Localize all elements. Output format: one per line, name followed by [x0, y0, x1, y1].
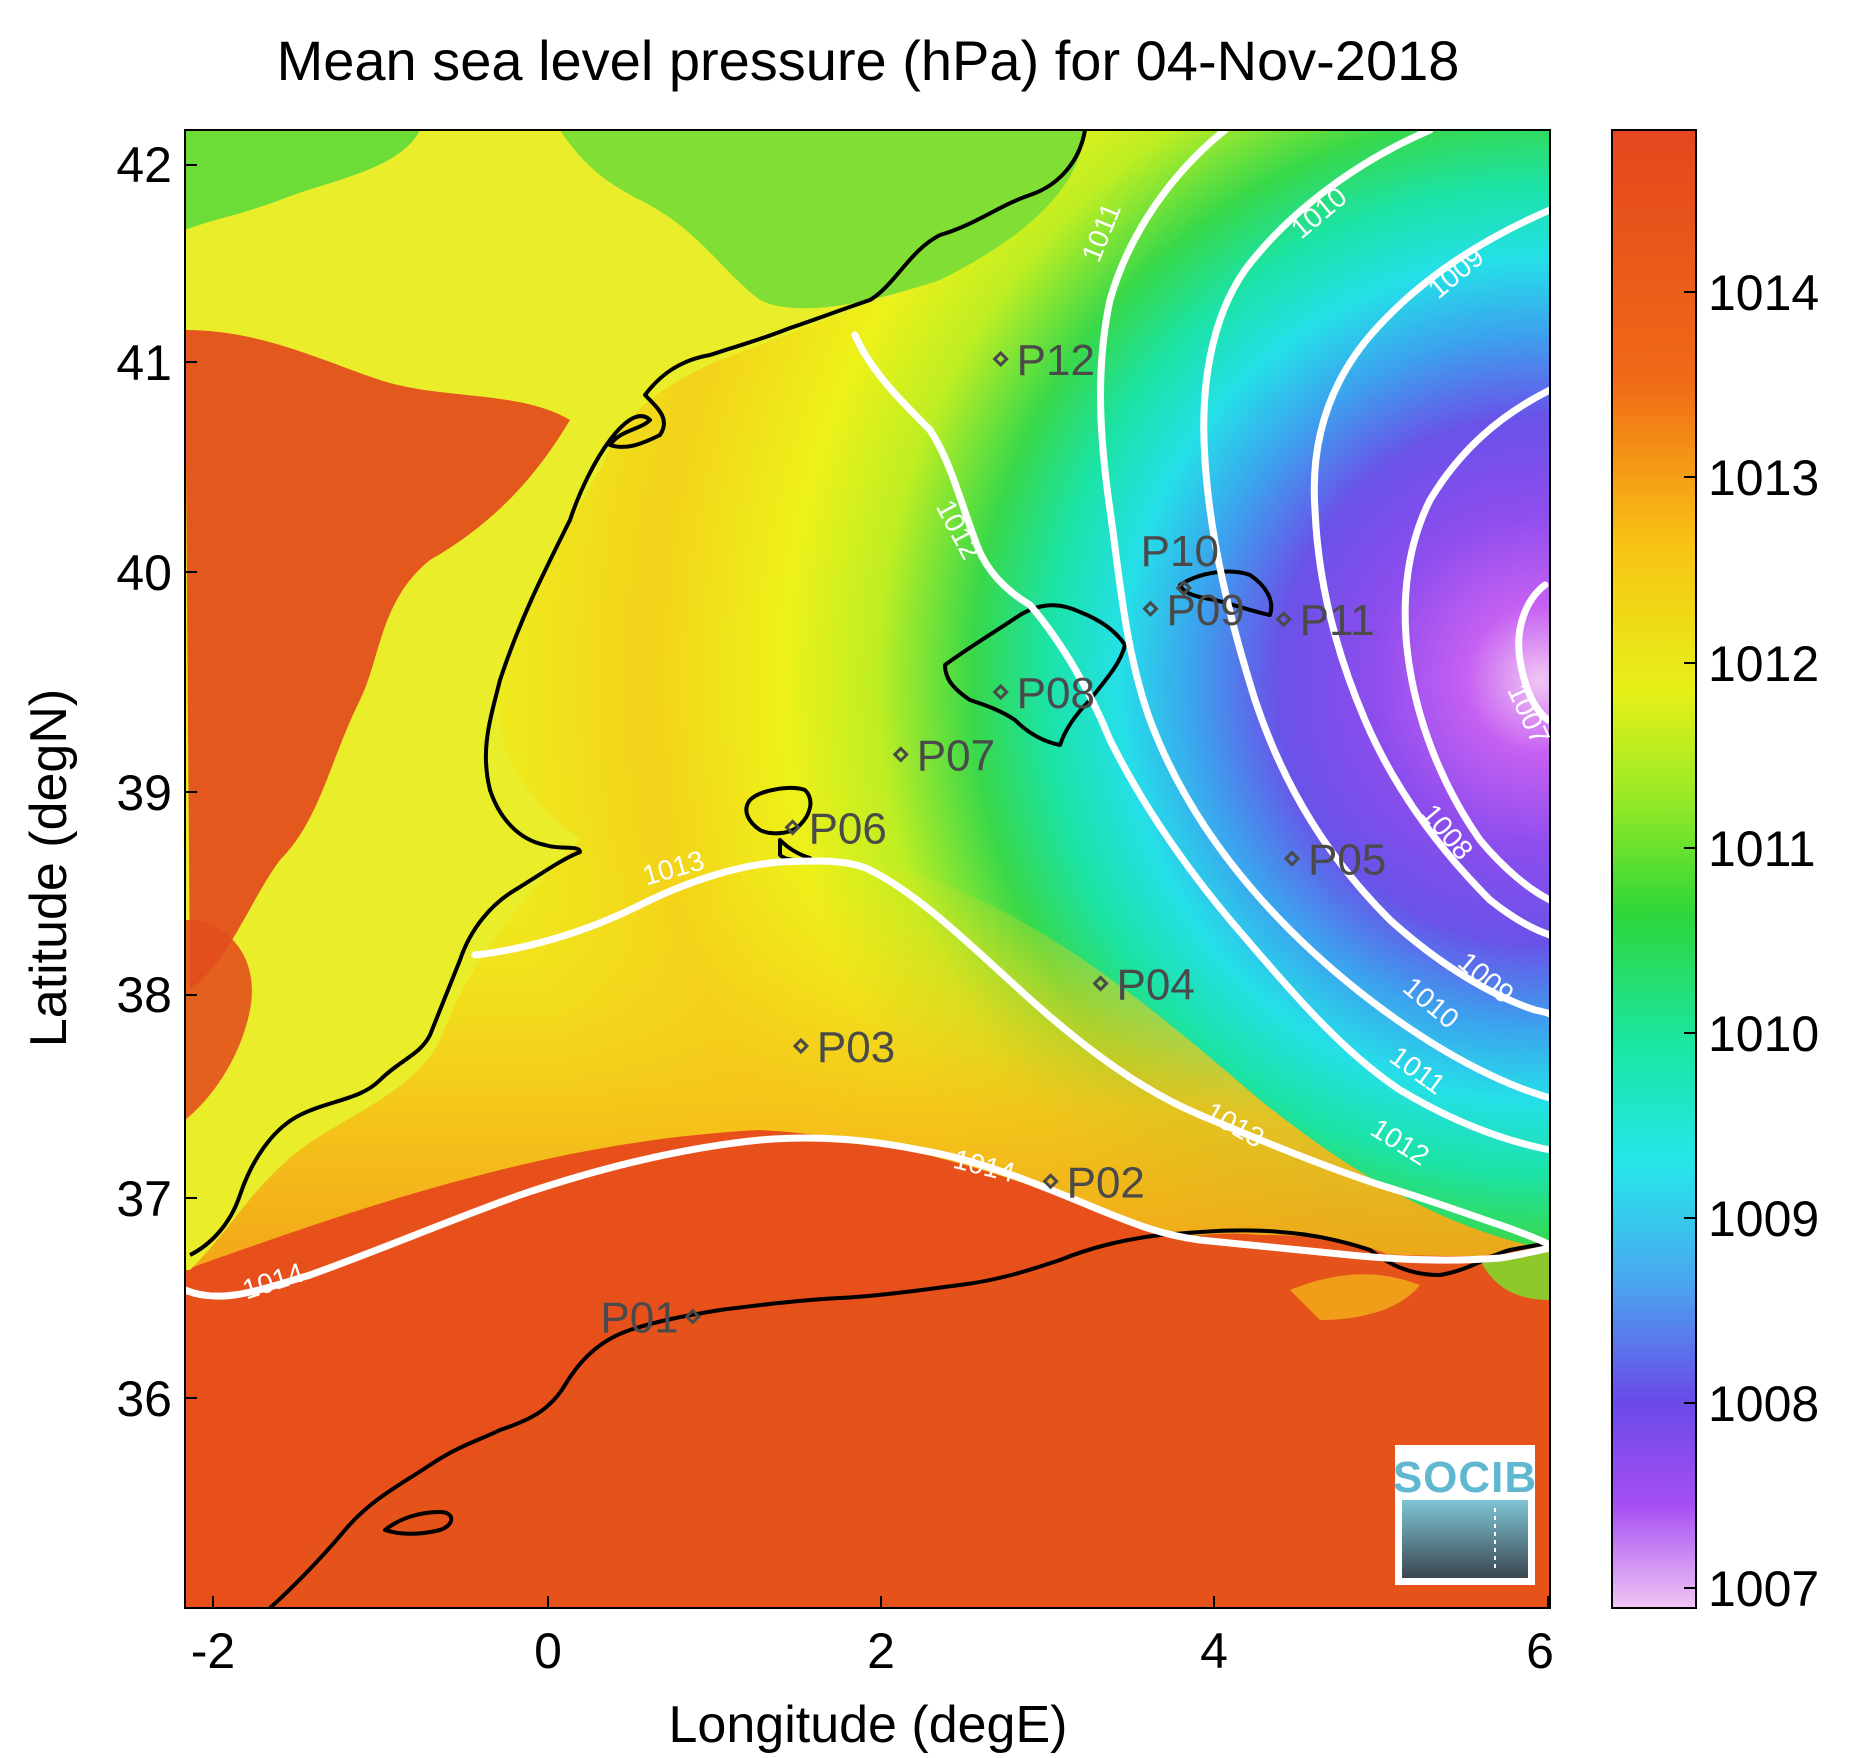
y-tick-label: 42: [116, 137, 172, 193]
station-label-p05: P05: [1308, 836, 1386, 885]
africa-yellow-patch: [1290, 1274, 1420, 1320]
station-marker-p11: [1275, 611, 1292, 628]
africa-coastline: [268, 1228, 1550, 1608]
station-label-p09: P09: [1166, 586, 1244, 635]
iberia-highlands-2: [185, 920, 252, 1120]
station-label-p08: P08: [1017, 669, 1095, 718]
cbar-tick-label: 1009: [1708, 1191, 1819, 1247]
cbar-tick-label: 1008: [1708, 1376, 1819, 1432]
isobar-1009: [1310, 206, 1550, 939]
logo-text: SOCIB: [1393, 1453, 1537, 1502]
station-marker-p03: [792, 1037, 810, 1055]
station-markers: P01 P02 P03 P04 P05 P06 P07 P08 P09 P10 P11 P12: [600, 336, 1386, 1343]
x-tick-label: -2: [191, 1623, 235, 1679]
x-axis-title: Longitude (degE): [669, 1696, 1068, 1754]
station-label-p12: P12: [1017, 336, 1095, 385]
x-tick-label: 0: [534, 1623, 562, 1679]
catalonia-green: [560, 130, 1085, 309]
isobar-1010: [1200, 130, 1550, 1018]
logo-water: [1402, 1500, 1528, 1578]
iberia-north-green: [185, 130, 420, 230]
africa-green-patch: [1480, 1250, 1550, 1300]
cbar-tick-label: 1011: [1708, 821, 1816, 877]
station-marker-p07: [892, 746, 909, 763]
y-axis: 42 41 40 39 38 37 36 Latitude (degN): [20, 137, 197, 1427]
station-marker-p12: [992, 350, 1009, 368]
cbar-tick-label: 1013: [1708, 450, 1819, 506]
colorbar-gradient: [1611, 129, 1697, 1609]
station-label-p01: P01: [600, 1294, 678, 1343]
plot-frame: [184, 129, 1551, 1609]
station-marker-p08: [992, 683, 1009, 701]
y-tick-label: 38: [116, 967, 172, 1023]
station-label-p02: P02: [1067, 1158, 1145, 1207]
station-label-p03: P03: [817, 1023, 895, 1072]
station-marker-p02: [1042, 1173, 1059, 1190]
map-plot-area: [185, 130, 1550, 1608]
isobar-1008: [1401, 386, 1550, 904]
y-tick-label: 39: [116, 765, 172, 821]
africa-land-fill: [270, 1233, 1550, 1608]
menorca-island: [1178, 569, 1274, 617]
y-tick-label: 41: [116, 335, 172, 391]
station-marker-p09: [1142, 600, 1159, 617]
y-tick-label: 36: [116, 1371, 172, 1427]
mallorca-island: [943, 603, 1127, 747]
station-marker-p05: [1283, 850, 1301, 867]
y-axis-title: Latitude (degN): [20, 689, 78, 1047]
chart-title: Mean sea level pressure (hPa) for 04-Nov…: [277, 29, 1460, 92]
isobar-1014: [185, 1134, 1550, 1300]
station-marker-p06: [784, 819, 801, 836]
socib-logo: SOCIB: [1393, 1445, 1537, 1585]
station-label-p07: P07: [917, 732, 995, 781]
station-marker-p04: [1092, 975, 1109, 992]
colorbar: 1014 1013 1012 1011 1010 1009 1008 1007: [1611, 129, 1819, 1617]
y-tick-label: 40: [116, 545, 172, 601]
station-marker-p10: [1175, 579, 1192, 597]
cbar-tick-label: 1007: [1708, 1561, 1819, 1617]
station-marker-p01: [684, 1308, 701, 1325]
station-label-p06: P06: [809, 804, 887, 853]
y-tick-label: 37: [116, 1171, 172, 1227]
isobar-1013: [471, 857, 1550, 1249]
cbar-tick-label: 1010: [1708, 1006, 1819, 1062]
isobar-1011: [1097, 130, 1550, 1102]
x-tick-label: 2: [867, 1623, 895, 1679]
alboran-island: [383, 1510, 454, 1536]
station-label-p04: P04: [1117, 960, 1195, 1009]
x-tick-label: 6: [1526, 1623, 1554, 1679]
isobar-1012: [851, 331, 1550, 1154]
ibiza-island: [744, 786, 813, 836]
cbar-tick-label: 1012: [1708, 636, 1819, 692]
cbar-tick-label: 1014: [1708, 265, 1819, 321]
iberia-coastline: [189, 130, 1087, 1257]
station-label-p10: P10: [1141, 527, 1219, 576]
x-axis: -2 0 2 4 6 Longitude (degE): [191, 1596, 1554, 1754]
x-tick-label: 4: [1200, 1623, 1228, 1679]
isobar-1007: [1515, 581, 1550, 724]
iberia-high-terrain: [185, 330, 570, 990]
station-label-p11: P11: [1300, 596, 1375, 645]
